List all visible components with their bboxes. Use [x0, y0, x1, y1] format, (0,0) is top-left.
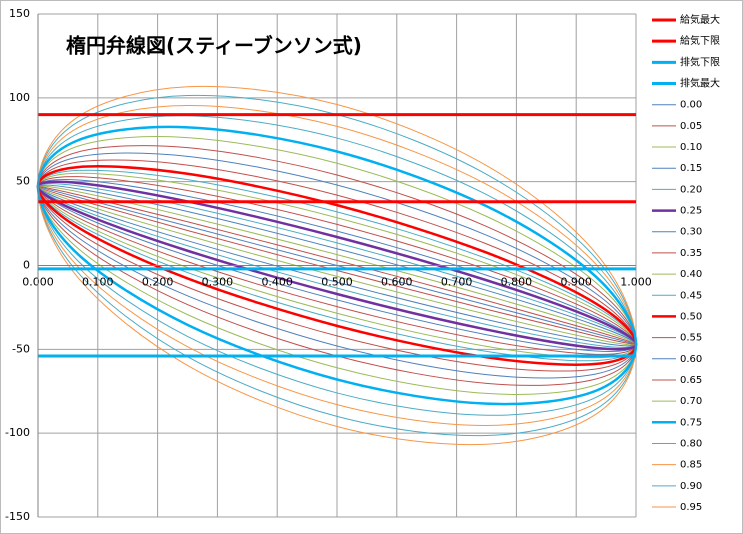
x-tick-label: 1.000: [620, 276, 652, 289]
legend-label: 排気最大: [680, 77, 720, 90]
legend-label: 0.75: [680, 417, 702, 428]
y-tick-label: 0: [23, 259, 30, 272]
y-tick-label: -50: [12, 342, 30, 355]
x-tick-label: 0.300: [202, 276, 234, 289]
chart-title: 楕円弁線図(スティーブンソン式): [66, 34, 362, 58]
x-tick-label: 0.700: [441, 276, 473, 289]
y-tick-label: 100: [9, 91, 30, 104]
x-tick-label: 0.900: [560, 276, 592, 289]
legend-label: 0.85: [680, 460, 702, 471]
legend-label: 0.80: [680, 438, 702, 449]
legend-label: 0.40: [680, 269, 702, 280]
y-tick-label: 150: [9, 7, 30, 20]
legend-label: 給気下限: [680, 34, 720, 47]
y-tick-label: -100: [5, 426, 30, 439]
legend-label: 0.60: [680, 354, 702, 365]
legend-label: 0.45: [680, 290, 702, 301]
legend-label: 0.05: [680, 121, 702, 132]
legend-label: 0.00: [680, 100, 702, 111]
legend-label: 0.35: [680, 248, 702, 259]
legend-label: 0.20: [680, 184, 702, 195]
legend-label: 0.70: [680, 396, 702, 407]
legend-label: 0.25: [680, 206, 702, 217]
legend-label: 排気下限: [680, 55, 720, 68]
x-tick-label: 0.500: [321, 276, 353, 289]
x-tick-label: 0.800: [501, 276, 533, 289]
legend-label: 0.30: [680, 227, 702, 238]
x-tick-label: 0.600: [381, 276, 413, 289]
series-line: [36, 125, 638, 406]
x-tick-label: 0.100: [82, 276, 114, 289]
legend-label: 0.50: [680, 311, 702, 322]
x-tick-label: 0.200: [142, 276, 174, 289]
legend-label: 0.90: [680, 481, 702, 492]
y-tick-label: -150: [5, 510, 30, 523]
legend-label: 0.95: [680, 502, 702, 513]
legend-label: 0.15: [680, 163, 702, 174]
y-tick-label: 50: [16, 175, 30, 188]
plot-area: [36, 85, 638, 446]
legend-label: 0.65: [680, 375, 702, 386]
legend-label: 0.10: [680, 142, 702, 153]
legend-label: 0.55: [680, 333, 702, 344]
x-tick-label: 0.400: [261, 276, 293, 289]
legend-label: 給気最大: [680, 13, 720, 26]
